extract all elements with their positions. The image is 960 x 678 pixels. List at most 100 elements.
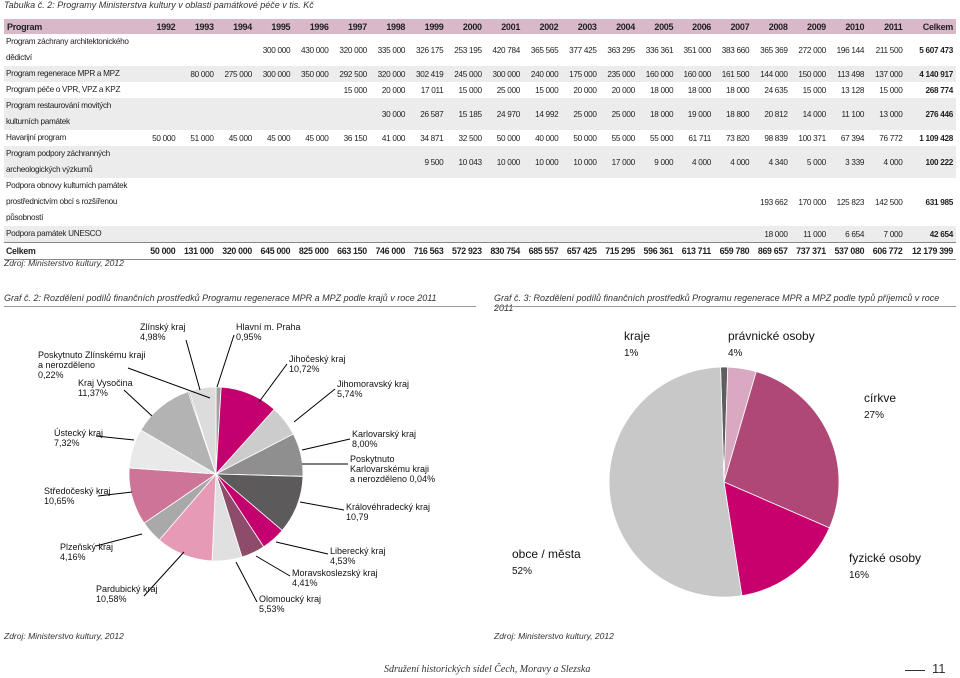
table-cell: 1 109 428 bbox=[919, 133, 953, 143]
table-cell: 25 000 bbox=[599, 98, 638, 130]
table-cell bbox=[638, 178, 676, 226]
table-cell: 4 000 bbox=[713, 146, 753, 178]
table-cell: 131 000 bbox=[178, 242, 217, 260]
row-label: Program podpory záchranných archeologick… bbox=[4, 146, 145, 178]
row-label: Podpora památek UNESCO bbox=[4, 226, 145, 243]
pie-label: Jihočeský kraj 10,72% bbox=[289, 354, 346, 374]
table-cell: 125 823 bbox=[836, 197, 865, 207]
table-header-row: Program 1992 1993 1994 1995 1996 1997 1998 1999 2… bbox=[4, 19, 956, 34]
header-col: 2005 bbox=[637, 19, 677, 34]
table-cell: 4 340 bbox=[752, 146, 791, 178]
table-cell bbox=[178, 178, 216, 226]
table-row: Program regenerace MPR a MPZ 80 000 275 00… bbox=[4, 66, 956, 82]
table-cell: 142 500 bbox=[874, 197, 903, 207]
table-cell: 4 000 bbox=[676, 146, 714, 178]
table-cell: 268 774 bbox=[925, 85, 954, 95]
table-cell: 18 800 bbox=[713, 98, 753, 130]
header-col: 2003 bbox=[561, 19, 600, 34]
table-cell: 15 000 bbox=[343, 85, 368, 95]
table-cell: 715 295 bbox=[599, 242, 638, 260]
row-label: Celkem bbox=[4, 242, 145, 260]
table-cell: 50 000 bbox=[145, 242, 179, 260]
table-cell: 55 000 bbox=[649, 133, 674, 143]
table-cell bbox=[408, 178, 446, 226]
table-cell bbox=[178, 82, 216, 98]
table-cell bbox=[254, 146, 294, 178]
pie-label: Hlavní m. Praha 0,95% bbox=[236, 322, 301, 342]
pie-label: kraje 1% bbox=[624, 329, 650, 359]
header-col: 1995 bbox=[254, 19, 294, 34]
pie-label: Plzeňský kraj 4,16% bbox=[60, 542, 113, 562]
table-cell: 100 222 bbox=[905, 146, 956, 178]
table-cell bbox=[145, 98, 179, 130]
pie-label: Pardubický kraj 10,58% bbox=[96, 584, 158, 604]
table-caption: Tabulka č. 2: Programy Ministerstva kult… bbox=[4, 0, 314, 10]
table-cell: 383 660 bbox=[721, 45, 750, 55]
table-cell bbox=[293, 226, 332, 243]
table-cell: 377 425 bbox=[569, 45, 597, 55]
table-cell: 4 140 917 bbox=[905, 66, 956, 82]
table-cell: 300 000 bbox=[262, 45, 291, 55]
table-cell bbox=[216, 226, 255, 243]
pie-label: Poskytnuto Karlovarskému kraji a nerozděle… bbox=[350, 454, 435, 484]
table-row: Program podpory záchranných archeologick… bbox=[4, 146, 956, 178]
graf2-pie-chart: Hlavní m. Praha 0,95% Jihočeský kraj 10,72%… bbox=[38, 322, 435, 614]
header-col: 1999 bbox=[408, 19, 447, 34]
table-cell: 13 128 bbox=[840, 85, 865, 95]
table-cell: 336 361 bbox=[645, 45, 674, 55]
table-cell: 596 361 bbox=[637, 242, 677, 260]
table-cell: 36 150 bbox=[343, 133, 368, 143]
table-cell bbox=[561, 226, 600, 243]
table-cell: 45 000 bbox=[305, 133, 329, 143]
header-col: 2006 bbox=[676, 19, 714, 34]
table-cell: 144 000 bbox=[752, 66, 791, 82]
table-cell: 302 419 bbox=[408, 66, 447, 82]
table-cell: 32 500 bbox=[458, 133, 482, 143]
pie-label: Jihomoravský kraj 5,74% bbox=[337, 379, 409, 399]
table-cell: 24 970 bbox=[484, 98, 524, 130]
table-cell: 869 657 bbox=[752, 242, 791, 260]
table-cell: 572 923 bbox=[446, 242, 485, 260]
table-cell bbox=[408, 226, 447, 243]
table-cell: 326 175 bbox=[415, 45, 444, 55]
pie-label: fyzické osoby 16% bbox=[849, 551, 921, 581]
table-cell: 9 500 bbox=[408, 146, 447, 178]
table-cell: 15 000 bbox=[879, 85, 903, 95]
pie-label: Poskytnuto Zlínskému kraji a nerozděleno 0… bbox=[38, 350, 146, 380]
table-cell: 100 371 bbox=[798, 133, 826, 143]
table-cell: 175 000 bbox=[561, 66, 600, 82]
table-cell bbox=[217, 34, 255, 66]
table-cell bbox=[255, 178, 293, 226]
table-cell: 631 985 bbox=[925, 197, 954, 207]
table-cell: 18 000 bbox=[637, 98, 677, 130]
table-cell: 292 500 bbox=[331, 66, 370, 82]
table-cell: 50 000 bbox=[152, 133, 176, 143]
table-cell bbox=[145, 34, 178, 66]
table-cell: 253 195 bbox=[454, 45, 482, 55]
header-col: 2002 bbox=[523, 19, 562, 34]
table-cell bbox=[446, 226, 485, 243]
table-row: Program restaurování movitých kulturních… bbox=[4, 98, 956, 130]
table-cell: 73 820 bbox=[726, 133, 750, 143]
table-cell: 10 000 bbox=[484, 146, 524, 178]
table-cell: 14 000 bbox=[790, 98, 829, 130]
table-cell: 606 772 bbox=[867, 242, 906, 260]
table-cell: 98 839 bbox=[764, 133, 788, 143]
header-col: 1997 bbox=[331, 19, 370, 34]
table-cell: 50 000 bbox=[496, 133, 521, 143]
leader-line bbox=[255, 555, 291, 577]
table-cell bbox=[370, 178, 408, 226]
table-cell: 193 662 bbox=[760, 197, 788, 207]
header-col: 2010 bbox=[828, 19, 868, 34]
pie-label: Olomoucký kraj 5,53% bbox=[259, 594, 321, 614]
table-cell: 150 000 bbox=[790, 66, 829, 82]
table-cell: 40 000 bbox=[535, 133, 559, 143]
table-cell: 276 446 bbox=[905, 98, 956, 130]
table-cell: 659 780 bbox=[713, 242, 753, 260]
table-cell: 320 000 bbox=[369, 66, 409, 82]
graf2-rule bbox=[4, 306, 476, 307]
table-row: Podpora památek UNESCO 18 000 11 000 6 654 7… bbox=[4, 226, 956, 243]
table-cell: 365 369 bbox=[760, 45, 788, 55]
table-cell: 15 000 bbox=[535, 85, 559, 95]
table-cell bbox=[217, 178, 255, 226]
